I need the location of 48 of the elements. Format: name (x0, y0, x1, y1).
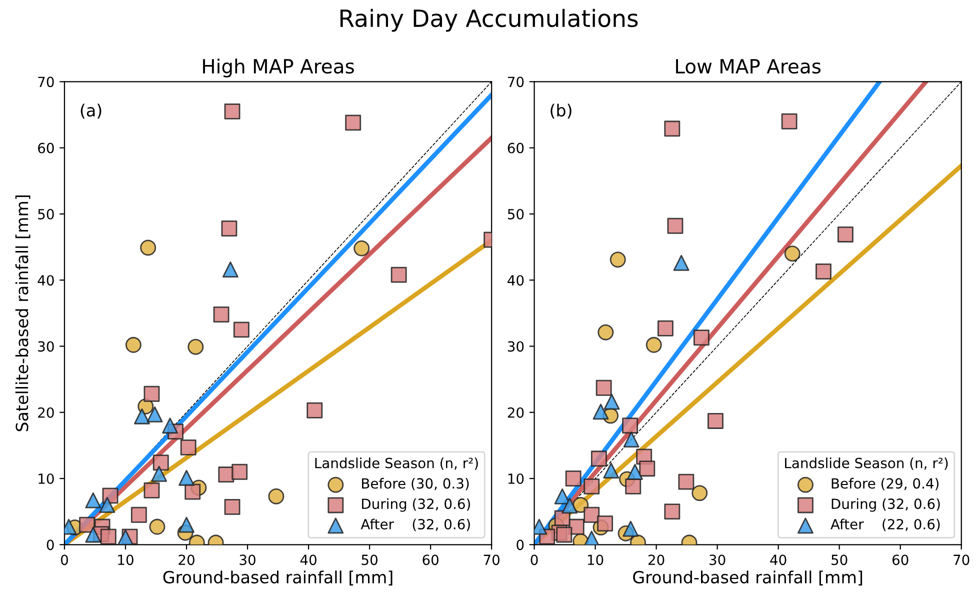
chart-title: Low MAP Areas (676, 59, 821, 74)
legend-title: Landslide Season (n, r²) (315, 458, 478, 470)
y-tick-label: 50 (508, 208, 524, 220)
x-tick-label: 70 (484, 554, 500, 566)
y-tick-label: 0 (516, 540, 524, 550)
annotation: (a) (80, 104, 102, 119)
x-tick-label: 0 (60, 554, 68, 566)
y-tick-label: 70 (38, 76, 54, 88)
x-tick-label: 10 (118, 554, 134, 566)
x-tick-label: 70 (954, 554, 970, 566)
x-tick-label: 40 (300, 554, 316, 566)
legend-label: During (32, 0.6) (362, 498, 470, 512)
text: Rainy Day Accumulations (340, 8, 638, 32)
legend-title: Landslide Season (n, r²) (785, 458, 948, 470)
x-tick-label: 0 (530, 554, 538, 566)
legend-label: After (32, 0.6) (360, 518, 470, 532)
y-tick-label: 70 (508, 76, 524, 88)
x-tick-label: 30 (240, 554, 256, 566)
chart-title: High MAP Areas (203, 58, 354, 78)
y-tick-label: 60 (38, 142, 54, 154)
x-tick-label: 50 (832, 554, 848, 566)
y-axis-title: Satellite-based rainfall [mm] (15, 195, 30, 432)
x-tick-label: 60 (892, 554, 908, 566)
y-tick-label: 60 (508, 142, 524, 154)
x-axis-title: Ground-based rainfall [mm] (633, 570, 862, 586)
y-tick-label: 30 (38, 341, 54, 352)
annotation: (b) (550, 104, 572, 119)
y-tick-label: 20 (38, 407, 54, 418)
legend-label: Before (29, 0.4) (832, 478, 939, 490)
y-tick-label: 40 (38, 275, 54, 286)
legend-label: Before (30, 0.3) (362, 478, 469, 490)
y-tick-label: 0 (46, 540, 54, 550)
y-tick-label: 10 (508, 473, 524, 484)
x-tick-label: 30 (710, 554, 726, 566)
y-tick-label: 10 (38, 473, 54, 484)
x-tick-label: 20 (648, 554, 664, 566)
y-tick-label: 30 (508, 341, 524, 352)
legend-label: After (22, 0.6) (830, 518, 940, 532)
x-tick-label: 60 (422, 554, 438, 566)
x-tick-label: 40 (770, 554, 786, 566)
x-axis-title: Ground-based rainfall [mm] (163, 570, 392, 586)
x-tick-label: 50 (362, 554, 378, 566)
x-tick-label: 20 (178, 554, 194, 566)
y-tick-label: 20 (508, 407, 524, 418)
y-tick-label: 50 (38, 208, 54, 220)
y-tick-label: 40 (508, 275, 524, 286)
x-tick-label: 10 (588, 554, 604, 566)
legend-label: During (32, 0.6) (832, 498, 940, 512)
